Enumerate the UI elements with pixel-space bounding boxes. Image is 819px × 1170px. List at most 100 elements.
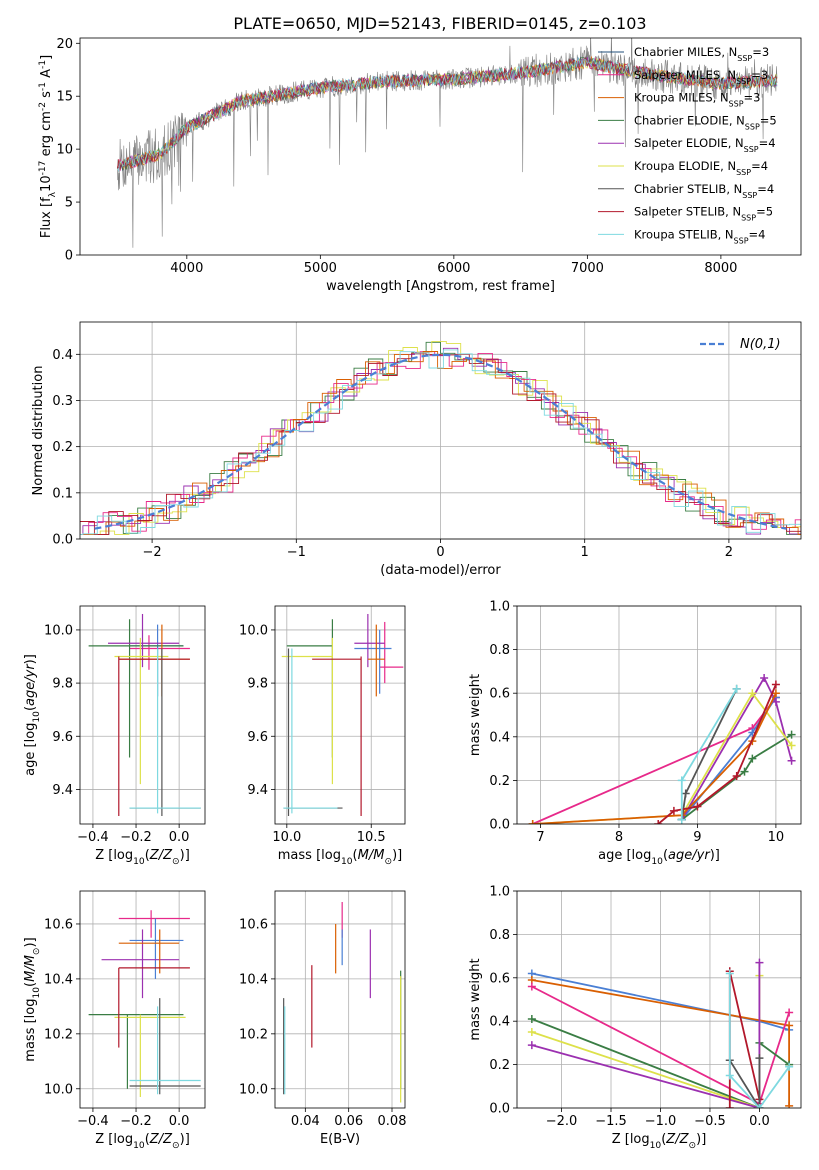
errorbar bbox=[129, 648, 201, 814]
x-tick-label: 8 bbox=[615, 830, 623, 845]
y-axis-label: age [log10(age/yr)] bbox=[23, 654, 42, 776]
axes-frame bbox=[274, 890, 406, 1109]
age-vs-metallicity-panel: −0.4 −0.2 0.0 9.4 9.6 9.8 10.0 Z [log10(Z/Z⊙)] a… bbox=[23, 605, 206, 867]
x-tick-label: 7000 bbox=[571, 261, 604, 276]
x-axis-label: mass [log10(M/M⊙)] bbox=[278, 848, 402, 867]
legend-label: Salpeter STELIB, NSSP=5 bbox=[634, 205, 773, 223]
model-spectrum-line bbox=[117, 55, 778, 171]
mass-weight-marker bbox=[732, 684, 741, 693]
x-axis-label: wavelength [Angstrom, rest frame] bbox=[326, 279, 555, 294]
mass-weight-marker bbox=[527, 1041, 536, 1050]
y-tick-label: 1.0 bbox=[489, 885, 510, 900]
errorbar bbox=[379, 621, 404, 684]
mass-weight-marker bbox=[760, 673, 769, 682]
errorbar bbox=[281, 637, 334, 785]
errorbar bbox=[114, 1014, 186, 1098]
x-axis-label: Z [log10(Z/Z⊙)] bbox=[612, 1132, 707, 1151]
mass-weight-line bbox=[531, 962, 761, 1108]
x-tick-label: 0.0 bbox=[169, 830, 190, 845]
errorbar bbox=[312, 656, 362, 817]
mass-weight-marker bbox=[654, 820, 663, 824]
mass-weight-marker bbox=[527, 1028, 536, 1037]
x-tick-label: −0.5 bbox=[694, 1114, 726, 1129]
x-tick-label: 8000 bbox=[704, 261, 737, 276]
mass-weight-marker bbox=[787, 741, 796, 750]
y-axis-label: Normed distribution bbox=[31, 366, 46, 496]
errorbar bbox=[129, 624, 184, 697]
mass-weight-marker bbox=[528, 820, 537, 824]
axes-frame bbox=[516, 890, 802, 1109]
mass-weight-marker bbox=[527, 982, 536, 991]
x-tick-label: 0.04 bbox=[291, 1114, 320, 1129]
y-tick-label: 10 bbox=[56, 143, 73, 158]
mass-weight-marker bbox=[787, 730, 796, 739]
x-axis-label: Z [log10(Z/Z⊙)] bbox=[95, 1132, 190, 1151]
mass-weight-marker bbox=[785, 1021, 794, 1030]
mass-weight-line bbox=[728, 971, 761, 1108]
y-tick-label: 0.6 bbox=[489, 687, 510, 702]
errorbar bbox=[118, 929, 180, 974]
y-tick-label: 9.4 bbox=[247, 783, 268, 798]
mass-weight-marker bbox=[771, 680, 780, 689]
y-tick-label: 0.4 bbox=[489, 1015, 510, 1030]
legend-label: N(0,1) bbox=[740, 337, 781, 352]
errorbar bbox=[88, 1014, 184, 1089]
x-tick-label: −2 bbox=[143, 545, 162, 560]
errorbar bbox=[118, 656, 190, 817]
residual-histogram-step bbox=[80, 352, 801, 535]
x-tick-label: 10 bbox=[768, 830, 785, 845]
y-tick-label: 9.8 bbox=[247, 677, 268, 692]
plot-area bbox=[281, 613, 404, 817]
figure-title: PLATE=0650, MJD=52143, FIBERID=0145, z=0… bbox=[233, 14, 646, 33]
spectrum-panel: 4000 5000 6000 7000 8000 0 5 10 15 20 wavelength [… bbox=[38, 37, 802, 294]
mass-weight-marker bbox=[527, 1015, 536, 1024]
legend-label: Kroupa MILES, NSSP=3 bbox=[634, 91, 760, 109]
mass-weight-marker bbox=[785, 1062, 794, 1071]
axes-frame bbox=[274, 605, 406, 825]
x-tick-label: 4000 bbox=[170, 261, 203, 276]
mass-weight-marker bbox=[725, 969, 734, 978]
errorbar bbox=[118, 910, 190, 938]
mass-weight-marker bbox=[677, 776, 686, 785]
y-tick-label: 10.0 bbox=[44, 623, 73, 638]
x-tick-label: 2 bbox=[725, 545, 733, 560]
x-tick-label: 1 bbox=[581, 545, 589, 560]
axes-frame bbox=[79, 321, 802, 540]
x-tick-label: −0.2 bbox=[120, 1114, 152, 1129]
residual-histogram-step bbox=[80, 349, 801, 535]
mass-weight-line bbox=[681, 675, 793, 821]
mass-weight-line bbox=[531, 975, 761, 1108]
plot-area bbox=[283, 901, 402, 1103]
age-vs-mass-panel: 10.0 10.5 9.4 9.6 9.8 10.0 mass [log10(M/M⊙)] bbox=[239, 605, 406, 867]
x-axis-label: Z [log10(Z/Z⊙)] bbox=[95, 848, 190, 867]
x-tick-label: −1 bbox=[287, 545, 306, 560]
y-tick-label: 0.0 bbox=[489, 1102, 510, 1117]
x-tick-label: 0.08 bbox=[378, 1114, 407, 1129]
residual-histogram-step bbox=[80, 351, 801, 535]
legend-label: Salpeter MILES, NSSP=3 bbox=[634, 68, 768, 86]
x-tick-label: −1.0 bbox=[645, 1114, 677, 1129]
legend-label: Chabrier STELIB, NSSP=4 bbox=[634, 182, 774, 200]
model-spectrum-line bbox=[117, 57, 778, 171]
y-axis-label: mass [log10(M/M⊙)] bbox=[23, 937, 42, 1061]
x-axis-label: age [log10(age/yr)] bbox=[598, 848, 720, 867]
x-tick-label: 7 bbox=[536, 830, 544, 845]
mass-vs-metallicity-panel: −0.4 −0.2 0.0 10.0 10.2 10.4 10.6 Z [log10(Z/Z⊙… bbox=[23, 890, 206, 1151]
mass-weight-marker bbox=[787, 756, 796, 765]
y-tick-label: 0.2 bbox=[489, 774, 510, 789]
x-tick-label: 6000 bbox=[437, 261, 470, 276]
mass-weight-marker bbox=[785, 1101, 794, 1108]
mass-weight-marker bbox=[755, 958, 764, 967]
y-tick-label: 0.6 bbox=[489, 971, 510, 986]
errorbar bbox=[88, 619, 184, 758]
y-tick-label: 0.4 bbox=[489, 730, 510, 745]
mass-weight-marker bbox=[740, 767, 749, 776]
errorbar bbox=[114, 637, 169, 785]
axes-frame bbox=[79, 37, 802, 256]
mass-weight-marker bbox=[677, 815, 686, 824]
mass-weight-marker bbox=[755, 1104, 764, 1108]
y-tick-label: 0.2 bbox=[489, 1058, 510, 1073]
x-tick-label: −0.4 bbox=[77, 830, 109, 845]
mass-vs-extinction-panel: 0.04 0.06 0.08 10.0 10.2 10.4 10.6 E(B-V) bbox=[239, 890, 407, 1147]
